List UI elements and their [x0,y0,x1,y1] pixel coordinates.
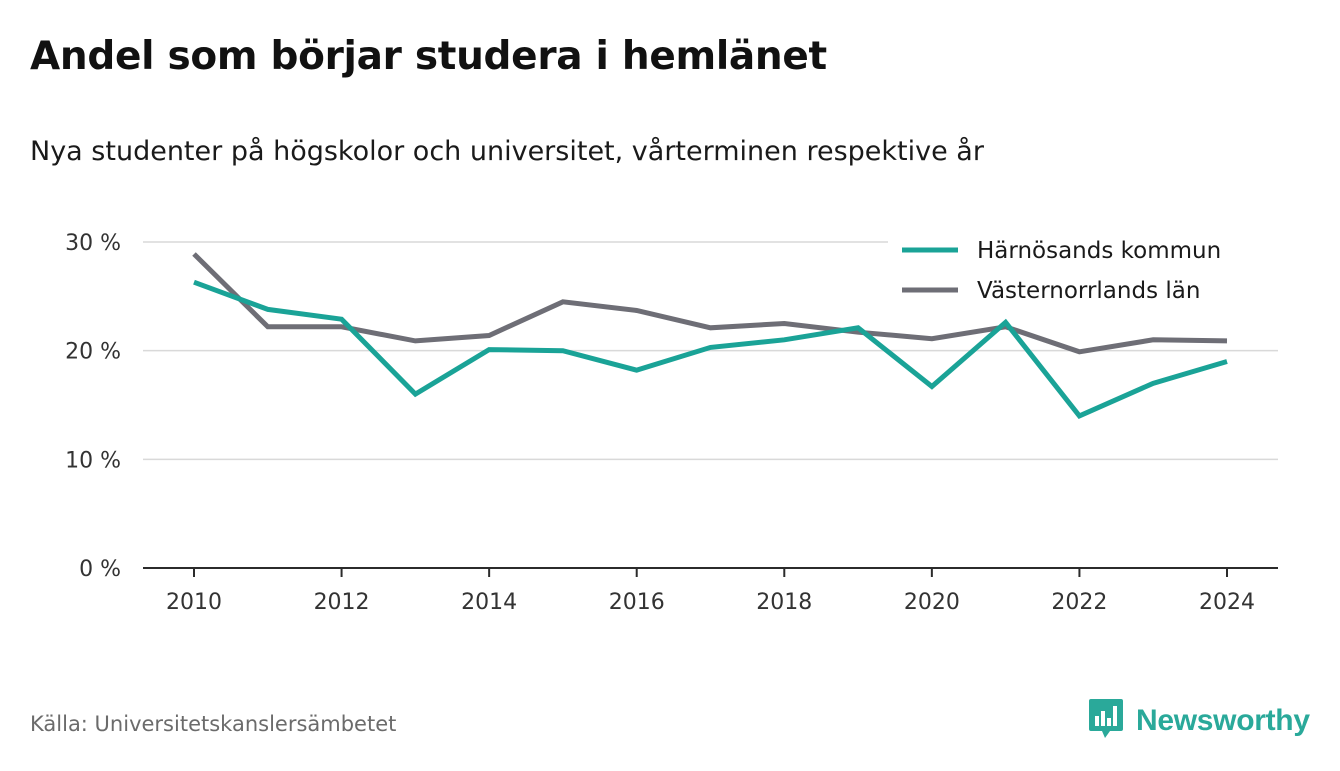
y-tick-label: 10 % [65,448,121,473]
legend-background [888,230,1280,310]
x-tick-label: 2014 [461,590,517,615]
y-tick-label: 20 % [65,340,121,365]
series-line-0 [193,279,1228,419]
legend: Härnösands kommun Västernorrlands län [888,230,1280,310]
y-tick-label: 0 % [79,557,121,582]
source-note: Källa: Universitetskanslersämbetet [30,712,397,736]
chart-subtitle: Nya studenter på högskolor och universit… [30,136,984,167]
x-tick-label: 2024 [1199,590,1255,615]
x-tick-label: 2018 [756,590,812,615]
x-tick-label: 2016 [609,590,665,615]
x-tick-label: 2010 [166,590,222,615]
brand-logo: Newsworthy [1088,698,1310,744]
line-chart: 0 % 10 % 20 % 30 % 2010 2012 2014 2016 2018 2020… [65,230,1280,615]
legend-label: Härnösands kommun [977,238,1221,264]
newsworthy-logo-icon [1088,698,1124,744]
y-axis-ticks: 0 % 10 % 20 % 30 % [65,231,121,582]
x-axis-ticks: 2010 2012 2014 2016 2018 2020 2022 2024 [166,568,1255,615]
brand-name: Newsworthy [1136,704,1310,737]
x-tick-label: 2020 [904,590,960,615]
series-lines [192,252,1228,419]
y-tick-label: 30 % [65,231,121,256]
series-line-1 [192,252,1228,355]
x-tick-label: 2022 [1051,590,1107,615]
chart-title: Andel som börjar studera i hemlänet [30,34,827,79]
x-tick-label: 2012 [314,590,370,615]
legend-label: Västernorrlands län [977,278,1200,304]
